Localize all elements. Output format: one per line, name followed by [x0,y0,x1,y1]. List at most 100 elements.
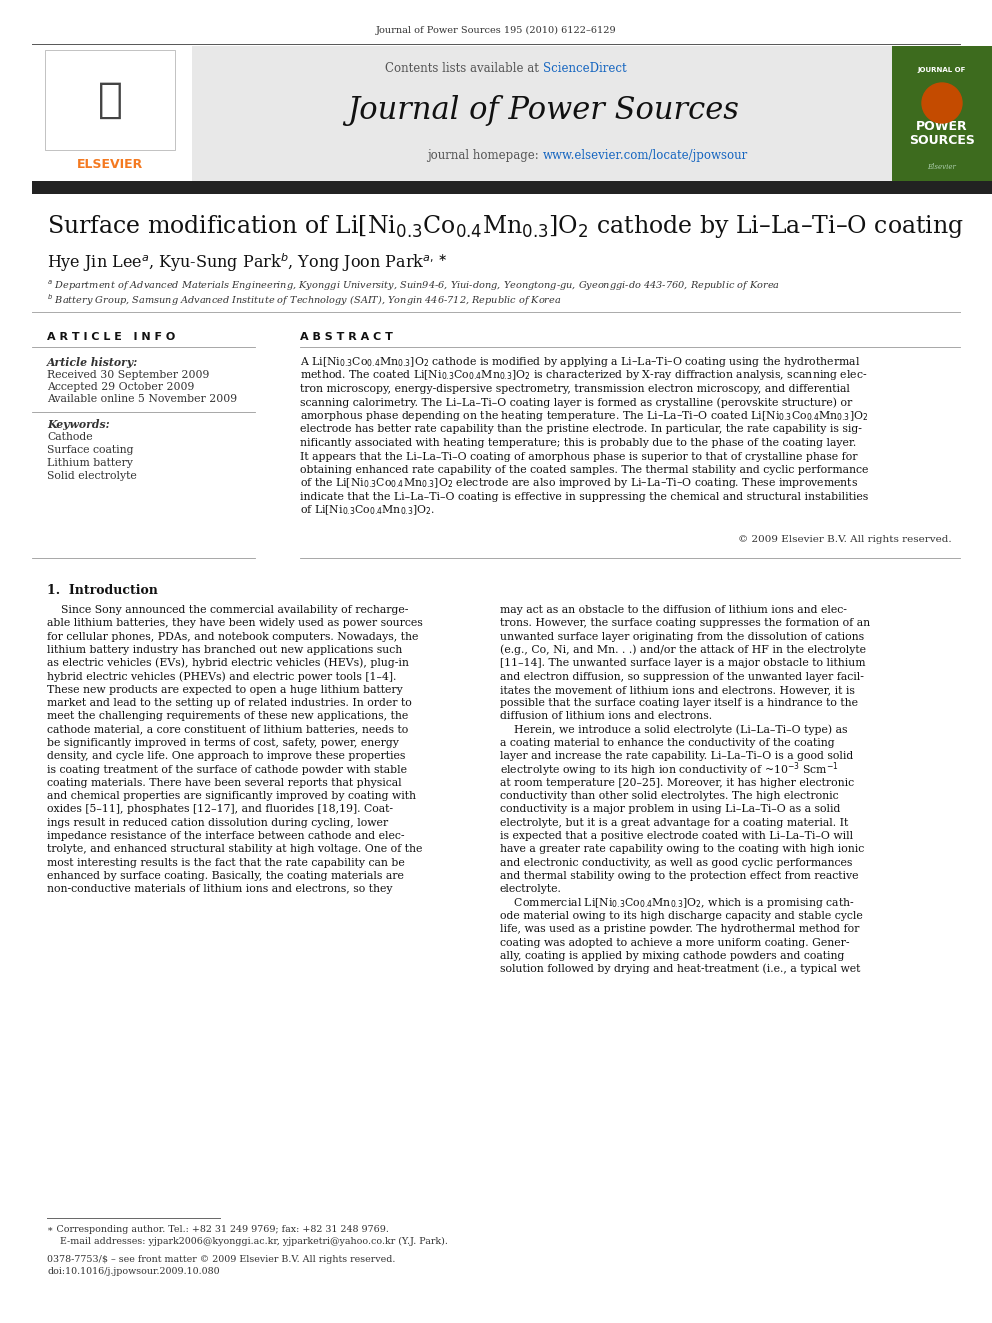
Text: and electron diffusion, so suppression of the unwanted layer facil-: and electron diffusion, so suppression o… [500,672,864,681]
Text: ∗ Corresponding author. Tel.: +82 31 249 9769; fax: +82 31 248 9769.: ∗ Corresponding author. Tel.: +82 31 249… [47,1225,389,1234]
Text: itates the movement of lithium ions and electrons. However, it is: itates the movement of lithium ions and … [500,685,855,695]
Text: most interesting results is the fact that the rate capability can be: most interesting results is the fact tha… [47,857,405,868]
Text: Journal of Power Sources: Journal of Power Sources [347,94,739,126]
Text: ScienceDirect: ScienceDirect [543,61,627,74]
Text: Article history:: Article history: [47,356,138,368]
Bar [32,46,192,181]
Text: indicate that the Li–La–Ti–O coating is effective in suppressing the chemical an: indicate that the Li–La–Ti–O coating is … [300,492,868,501]
Text: journal homepage:: journal homepage: [428,148,543,161]
Text: $^{b}$ Battery Group, Samsung Advanced Institute of Technology (SAIT), Yongin 44: $^{b}$ Battery Group, Samsung Advanced I… [47,292,561,308]
Text: enhanced by surface coating. Basically, the coating materials are: enhanced by surface coating. Basically, … [47,871,404,881]
Text: meet the challenging requirements of these new applications, the: meet the challenging requirements of the… [47,712,409,721]
Text: [11–14]. The unwanted surface layer is a major obstacle to lithium: [11–14]. The unwanted surface layer is a… [500,659,865,668]
Text: ings result in reduced cation dissolution during cycling, lower: ings result in reduced cation dissolutio… [47,818,388,828]
Text: A Li[Ni$_{0.3}$Co$_{0.4}$Mn$_{0.3}$]O$_2$ cathode is modified by applying a Li–L: A Li[Ni$_{0.3}$Co$_{0.4}$Mn$_{0.3}$]O$_2… [300,355,860,369]
Text: It appears that the Li–La–Ti–O coating of amorphous phase is superior to that of: It appears that the Li–La–Ti–O coating o… [300,451,857,462]
Text: JOURNAL OF: JOURNAL OF [918,67,966,73]
Text: Available online 5 November 2009: Available online 5 November 2009 [47,394,237,404]
Text: E-mail addresses: yjpark2006@kyonggi.ac.kr, yjparketri@yahoo.co.kr (Y.J. Park).: E-mail addresses: yjpark2006@kyonggi.ac.… [60,1237,447,1245]
Text: ode material owing to its high discharge capacity and stable cycle: ode material owing to its high discharge… [500,912,863,921]
Text: life, was used as a pristine powder. The hydrothermal method for: life, was used as a pristine powder. The… [500,925,859,934]
Text: impedance resistance of the interface between cathode and elec-: impedance resistance of the interface be… [47,831,405,841]
Text: doi:10.1016/j.jpowsour.2009.10.080: doi:10.1016/j.jpowsour.2009.10.080 [47,1266,219,1275]
Text: A B S T R A C T: A B S T R A C T [300,332,393,343]
Text: as electric vehicles (EVs), hybrid electric vehicles (HEVs), plug-in: as electric vehicles (EVs), hybrid elect… [47,658,409,668]
Text: and electronic conductivity, as well as good cyclic performances: and electronic conductivity, as well as … [500,857,852,868]
Text: Surface coating: Surface coating [47,445,134,455]
Text: scanning calorimetry. The Li–La–Ti–O coating layer is formed as crystalline (per: scanning calorimetry. The Li–La–Ti–O coa… [300,397,852,407]
Text: nificantly associated with heating temperature; this is probably due to the phas: nificantly associated with heating tempe… [300,438,856,448]
Text: and chemical properties are significantly improved by coating with: and chemical properties are significantl… [47,791,416,802]
Text: of the Li[Ni$_{0.3}$Co$_{0.4}$Mn$_{0.3}$]O$_2$ electrode are also improved by Li: of the Li[Ni$_{0.3}$Co$_{0.4}$Mn$_{0.3}$… [300,476,858,491]
Text: be significantly improved in terms of cost, safety, power, energy: be significantly improved in terms of co… [47,738,399,747]
Text: diffusion of lithium ions and electrons.: diffusion of lithium ions and electrons. [500,712,712,721]
Text: Herein, we introduce a solid electrolyte (Li–La–Ti–O type) as: Herein, we introduce a solid electrolyte… [500,725,847,736]
Text: non-conductive materials of lithium ions and electrons, so they: non-conductive materials of lithium ions… [47,884,393,894]
Text: www.elsevier.com/locate/jpowsour: www.elsevier.com/locate/jpowsour [543,148,748,161]
Text: and thermal stability owing to the protection effect from reactive: and thermal stability owing to the prote… [500,871,858,881]
Text: coating was adopted to achieve a more uniform coating. Gener-: coating was adopted to achieve a more un… [500,938,849,947]
Text: Keywords:: Keywords: [47,418,110,430]
Text: lithium battery industry has branched out new applications such: lithium battery industry has branched ou… [47,644,402,655]
Text: is coating treatment of the surface of cathode powder with stable: is coating treatment of the surface of c… [47,765,407,774]
Bar [45,50,175,149]
Text: oxides [5–11], phosphates [12–17], and fluorides [18,19]. Coat-: oxides [5–11], phosphates [12–17], and f… [47,804,393,815]
Text: Surface modification of Li[Ni$_{0.3}$Co$_{0.4}$Mn$_{0.3}$]O$_2$ cathode by Li–La: Surface modification of Li[Ni$_{0.3}$Co$… [47,213,964,239]
Text: Commercial Li[Ni$_{0.3}$Co$_{0.4}$Mn$_{0.3}$]O$_2$, which is a promising cath-: Commercial Li[Ni$_{0.3}$Co$_{0.4}$Mn$_{0… [500,896,855,910]
Text: layer and increase the rate capability. Li–La–Ti–O is a good solid: layer and increase the rate capability. … [500,751,853,761]
Text: a coating material to enhance the conductivity of the coating: a coating material to enhance the conduc… [500,738,834,747]
Text: Lithium battery: Lithium battery [47,458,133,468]
Text: Solid electrolyte: Solid electrolyte [47,471,137,482]
Text: of Li[Ni$_{0.3}$Co$_{0.4}$Mn$_{0.3}$]O$_2$.: of Li[Ni$_{0.3}$Co$_{0.4}$Mn$_{0.3}$]O$_… [300,504,435,517]
Text: coating materials. There have been several reports that physical: coating materials. There have been sever… [47,778,402,789]
Text: electrolyte.: electrolyte. [500,884,561,894]
Text: © 2009 Elsevier B.V. All rights reserved.: © 2009 Elsevier B.V. All rights reserved… [738,536,952,545]
Text: trons. However, the surface coating suppresses the formation of an: trons. However, the surface coating supp… [500,618,870,628]
Text: market and lead to the setting up of related industries. In order to: market and lead to the setting up of rel… [47,699,412,708]
Text: solution followed by drying and heat-treatment (i.e., a typical wet: solution followed by drying and heat-tre… [500,964,860,974]
Text: 0378-7753/$ – see front matter © 2009 Elsevier B.V. All rights reserved.: 0378-7753/$ – see front matter © 2009 El… [47,1256,396,1265]
Text: ELSEVIER: ELSEVIER [76,159,143,172]
Text: electrode has better rate capability than the pristine electrode. In particular,: electrode has better rate capability tha… [300,425,862,434]
Text: conductivity than other solid electrolytes. The high electronic: conductivity than other solid electrolyt… [500,791,838,802]
Text: at room temperature [20–25]. Moreover, it has higher electronic: at room temperature [20–25]. Moreover, i… [500,778,854,789]
Text: unwanted surface layer originating from the dissolution of cations: unwanted surface layer originating from … [500,631,864,642]
Text: conductivity is a major problem in using Li–La–Ti–O as a solid: conductivity is a major problem in using… [500,804,840,815]
Text: Hye Jin Lee$^{a}$, Kyu-Sung Park$^{b}$, Yong Joon Park$^{a,\ast}$: Hye Jin Lee$^{a}$, Kyu-Sung Park$^{b}$, … [47,251,447,274]
Text: POWER: POWER [917,119,968,132]
Text: Since Sony announced the commercial availability of recharge-: Since Sony announced the commercial avai… [47,605,409,615]
Text: 🌳: 🌳 [97,79,122,120]
Text: $^{a}$ Department of Advanced Materials Engineering, Kyonggi University, Suin94-: $^{a}$ Department of Advanced Materials … [47,279,780,294]
Text: method. The coated Li[Ni$_{0.3}$Co$_{0.4}$Mn$_{0.3}$]O$_2$ is characterized by X: method. The coated Li[Ni$_{0.3}$Co$_{0.4… [300,369,868,382]
Text: have a greater rate capability owing to the coating with high ionic: have a greater rate capability owing to … [500,844,864,855]
Bar [192,46,892,181]
Circle shape [922,83,962,123]
Text: Contents lists available at: Contents lists available at [385,61,543,74]
Text: for cellular phones, PDAs, and notebook computers. Nowadays, the: for cellular phones, PDAs, and notebook … [47,631,419,642]
Text: Elsevier: Elsevier [928,163,956,171]
Text: may act as an obstacle to the diffusion of lithium ions and elec-: may act as an obstacle to the diffusion … [500,605,847,615]
Text: able lithium batteries, they have been widely used as power sources: able lithium batteries, they have been w… [47,618,423,628]
Bar [892,46,992,181]
Text: is expected that a positive electrode coated with Li–La–Ti–O will: is expected that a positive electrode co… [500,831,853,841]
Text: possible that the surface coating layer itself is a hindrance to the: possible that the surface coating layer … [500,699,858,708]
Text: ally, coating is applied by mixing cathode powders and coating: ally, coating is applied by mixing catho… [500,951,844,960]
Text: (e.g., Co, Ni, and Mn. . .) and/or the attack of HF in the electrolyte: (e.g., Co, Ni, and Mn. . .) and/or the a… [500,644,866,655]
Text: Received 30 September 2009: Received 30 September 2009 [47,370,209,380]
Text: electrolyte owing to its high ion conductivity of ~10$^{-3}$ Scm$^{-1}$: electrolyte owing to its high ion conduc… [500,761,838,779]
Text: tron microscopy, energy-dispersive spectrometry, transmission electron microscop: tron microscopy, energy-dispersive spect… [300,384,850,394]
Text: amorphous phase depending on the heating temperature. The Li–La–Ti–O coated Li[N: amorphous phase depending on the heating… [300,409,868,423]
Text: Cathode: Cathode [47,433,92,442]
Text: cathode material, a core constituent of lithium batteries, needs to: cathode material, a core constituent of … [47,725,409,734]
Text: obtaining enhanced rate capability of the coated samples. The thermal stability : obtaining enhanced rate capability of th… [300,464,868,475]
Text: trolyte, and enhanced structural stability at high voltage. One of the: trolyte, and enhanced structural stabili… [47,844,423,855]
Text: 1.  Introduction: 1. Introduction [47,583,158,597]
Text: hybrid electric vehicles (PHEVs) and electric power tools [1–4].: hybrid electric vehicles (PHEVs) and ele… [47,671,397,681]
Text: Journal of Power Sources 195 (2010) 6122–6129: Journal of Power Sources 195 (2010) 6122… [376,25,616,34]
Text: electrolyte, but it is a great advantage for a coating material. It: electrolyte, but it is a great advantage… [500,818,848,828]
Text: These new products are expected to open a huge lithium battery: These new products are expected to open … [47,685,403,695]
Text: density, and cycle life. One approach to improve these properties: density, and cycle life. One approach to… [47,751,406,761]
Text: A R T I C L E   I N F O: A R T I C L E I N F O [47,332,176,343]
Text: SOURCES: SOURCES [909,135,975,147]
Bar [32,181,992,194]
